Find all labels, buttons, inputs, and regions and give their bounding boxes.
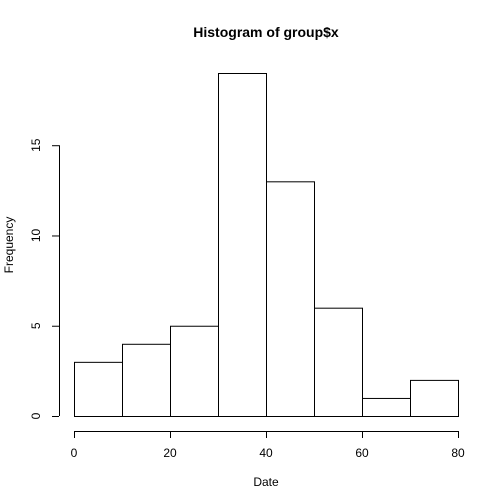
y-tick-label-10: 10 <box>29 228 43 242</box>
x-tick-label-60: 60 <box>355 446 369 460</box>
histogram-bar-40-50 <box>266 181 315 417</box>
histogram-bar-20-30 <box>170 325 219 418</box>
histogram-bar-70-80 <box>410 379 459 418</box>
histogram-bar-10-20 <box>122 343 171 417</box>
x-tick-label-40: 40 <box>259 446 273 460</box>
histogram-bar-30-40 <box>218 73 267 417</box>
x-axis: 0 20 40 60 80 <box>71 431 465 460</box>
chart-title: Histogram of group$x <box>193 24 339 40</box>
y-tick-label-5: 5 <box>29 322 43 329</box>
y-tick-label-0: 0 <box>29 412 43 419</box>
x-tick-label-20: 20 <box>163 446 177 460</box>
histogram-bar-0-10 <box>74 361 123 417</box>
x-tick-label-80: 80 <box>451 446 465 460</box>
bars-group <box>74 73 459 418</box>
y-axis: 0 5 10 15 <box>29 138 60 419</box>
y-axis-label: Frequency <box>2 217 16 274</box>
histogram-bar-50-60 <box>314 307 363 417</box>
y-tick-label-15: 15 <box>29 138 43 152</box>
histogram-bar-60-70 <box>362 397 411 417</box>
x-tick-label-0: 0 <box>71 446 78 460</box>
x-axis-label: Date <box>253 475 279 489</box>
